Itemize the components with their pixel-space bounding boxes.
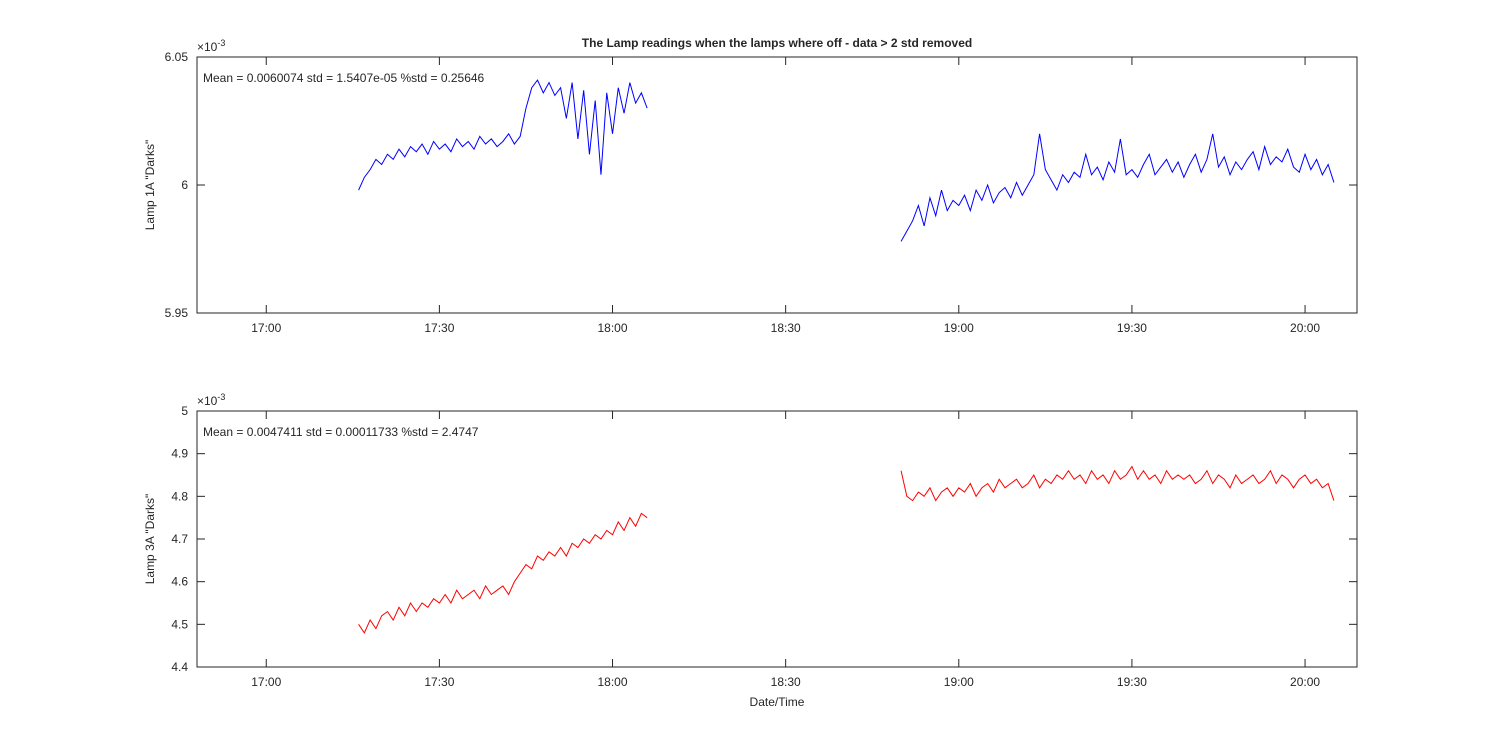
y-axis-label: Lamp 1A "Darks" (143, 140, 157, 231)
x-tick-label: 17:00 (251, 321, 281, 335)
x-tick-label: 19:00 (944, 321, 974, 335)
y-tick-label: 4.9 (171, 447, 188, 461)
x-tick-label: 18:00 (598, 675, 628, 689)
x-tick-label: 18:00 (598, 321, 628, 335)
annotation: Mean = 0.0060074 std = 1.5407e-05 %std =… (203, 71, 485, 85)
y-tick-label: 5 (181, 404, 188, 418)
x-tick-label: 18:30 (771, 321, 801, 335)
multiplier-exponent: -3 (217, 38, 225, 48)
x-tick-label: 19:00 (944, 675, 974, 689)
y-tick-label: 5.95 (165, 306, 189, 320)
x-tick-label: 20:00 (1290, 321, 1320, 335)
data-line (358, 79, 1335, 242)
x-tick-label: 19:30 (1117, 675, 1147, 689)
x-tick-label: 19:30 (1117, 321, 1147, 335)
y-tick-label: 4.8 (171, 489, 188, 503)
y-tick-label: 4.5 (171, 617, 188, 631)
y-axis-label: Lamp 3A "Darks" (143, 494, 157, 585)
data-line (358, 465, 1335, 634)
x-tick-label: 17:00 (251, 675, 281, 689)
y-multiplier: ×10-3 (197, 392, 225, 408)
y-tick-label: 6 (181, 178, 188, 192)
x-tick-label: 17:30 (424, 675, 454, 689)
chart-title: The Lamp readings when the lamps where o… (582, 36, 972, 50)
x-tick-label: 20:00 (1290, 675, 1320, 689)
y-tick-label: 4.7 (171, 532, 188, 546)
x-tick-label: 17:30 (424, 321, 454, 335)
y-tick-label: 4.4 (171, 660, 188, 674)
axes-box (196, 56, 1358, 314)
axes-box (196, 410, 1358, 668)
y-tick-label: 4.6 (171, 575, 188, 589)
annotation: Mean = 0.0047411 std = 0.00011733 %std =… (203, 425, 479, 439)
multiplier-exponent: -3 (217, 392, 225, 402)
x-tick-label: 18:30 (771, 675, 801, 689)
x-axis-label: Date/Time (750, 695, 805, 709)
y-multiplier: ×10-3 (197, 38, 225, 54)
multiplier-base: ×10 (197, 40, 218, 54)
multiplier-base: ×10 (197, 394, 218, 408)
y-tick-label: 6.05 (165, 50, 189, 64)
